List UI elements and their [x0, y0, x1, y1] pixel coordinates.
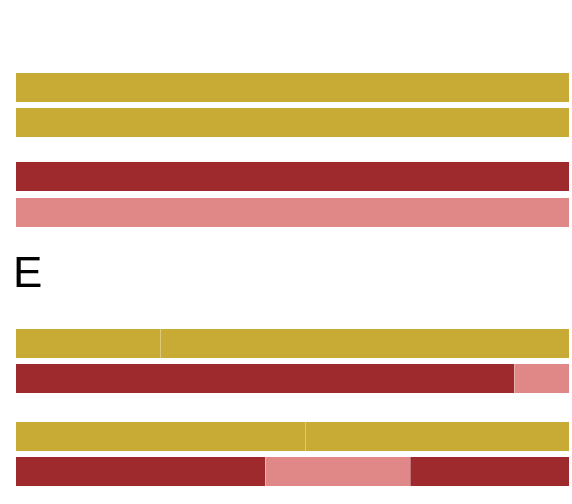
bar-row-7: [16, 422, 569, 451]
bar-segment-dark-red: [16, 162, 569, 191]
bar-row-2: [16, 108, 569, 137]
panel-label: E: [13, 248, 43, 297]
bar-row-4: [16, 198, 569, 227]
bar-segment-pink: [513, 364, 569, 393]
bar-segment-gold: [16, 329, 160, 358]
bar-segment-gold: [159, 329, 569, 358]
bar-segment-gold: [16, 108, 569, 137]
bar-segment-gold: [305, 422, 569, 451]
bar-segment-gold: [16, 73, 569, 102]
bar-row-1: [16, 73, 569, 102]
bar-segment-pink: [264, 457, 411, 486]
bar-segment-pink: [16, 198, 569, 227]
bar-row-8: [16, 457, 569, 486]
bar-segment-dark-red: [16, 457, 265, 486]
bar-segment-dark-red: [16, 364, 514, 393]
bar-row-5: [16, 329, 569, 358]
bar-segment-gold: [16, 422, 306, 451]
bar-row-6: [16, 364, 569, 393]
bar-segment-dark-red: [410, 457, 569, 486]
bar-row-3: [16, 162, 569, 191]
